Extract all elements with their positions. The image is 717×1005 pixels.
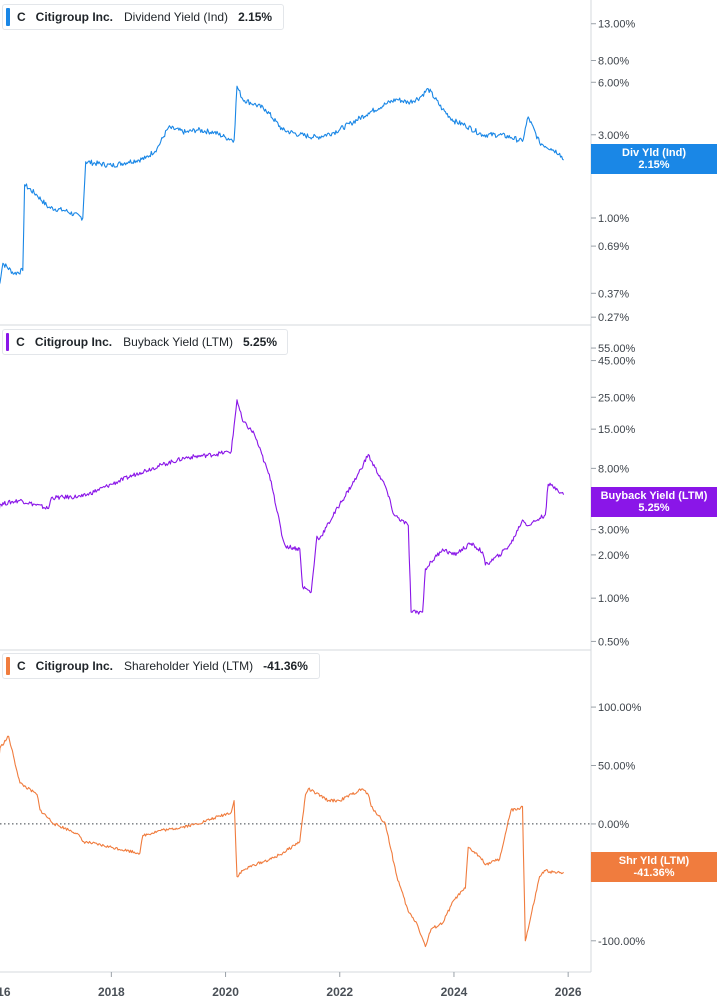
x-tick-label: 2020 bbox=[212, 985, 239, 999]
y-tick-label: 6.00% bbox=[598, 77, 629, 89]
y-tick-label: 1.00% bbox=[598, 213, 629, 225]
y-tick-label: -100.00% bbox=[598, 936, 645, 948]
x-tick-layer: 2016 2018 2020 2022 2024 2026 bbox=[0, 972, 582, 999]
y-tick-label: 15.00% bbox=[598, 424, 636, 436]
legend-ticker: C bbox=[17, 10, 26, 24]
legend-metric: Shareholder Yield (LTM) bbox=[124, 659, 254, 673]
badge-label: Div Yld (Ind) bbox=[622, 147, 686, 159]
shareholder-swatch bbox=[6, 657, 10, 675]
x-tick-label: 2016 bbox=[0, 985, 11, 999]
badge-label: Buyback Yield (LTM) bbox=[600, 490, 708, 502]
legend-dividend-yield[interactable]: C Citigroup Inc. Dividend Yield (Ind) 2.… bbox=[2, 4, 284, 30]
legend-metric: Dividend Yield (Ind) bbox=[124, 10, 229, 24]
y-tick-label: 0.69% bbox=[598, 241, 629, 253]
y-tick-label: 0.00% bbox=[598, 819, 629, 831]
series-line-buyback bbox=[0, 399, 565, 615]
y-tick-label: 3.00% bbox=[598, 130, 629, 142]
legend-company: Citigroup Inc. bbox=[35, 10, 113, 24]
y-tick-label: 55.00% bbox=[598, 343, 636, 355]
y-tick-label: 0.50% bbox=[598, 636, 629, 648]
legend-ticker: C bbox=[16, 335, 25, 349]
badge-label: Shr Yld (LTM) bbox=[618, 855, 690, 867]
series-line-dividend bbox=[0, 85, 564, 285]
y-tick-label: 25.00% bbox=[598, 392, 636, 404]
series-layer bbox=[0, 85, 565, 948]
y-tick-label: 2.00% bbox=[598, 550, 629, 562]
y-tick-label: 13.00% bbox=[598, 19, 636, 31]
legend-shareholder-yield[interactable]: C Citigroup Inc. Shareholder Yield (LTM)… bbox=[2, 653, 320, 679]
dividend-yield-badge: Div Yld (Ind) 2.15% bbox=[591, 144, 717, 174]
y-tick-label: 45.00% bbox=[598, 356, 636, 368]
y-tick-label: 8.00% bbox=[598, 463, 629, 475]
buyback-swatch bbox=[6, 333, 10, 351]
y-tick-label: 1.00% bbox=[598, 593, 629, 605]
buyback-yield-badge: Buyback Yield (LTM) 5.25% bbox=[591, 487, 717, 517]
legend-company: Citigroup Inc. bbox=[34, 335, 113, 349]
legend-metric: Buyback Yield (LTM) bbox=[123, 335, 233, 349]
legend-value: -41.36% bbox=[263, 659, 308, 673]
shareholder-yield-badge: Shr Yld (LTM) -41.36% bbox=[591, 852, 717, 882]
x-tick-label: 2022 bbox=[326, 985, 353, 999]
badge-value: 2.15% bbox=[638, 159, 670, 171]
legend-value: 5.25% bbox=[242, 335, 277, 349]
series-line-shareholder bbox=[0, 735, 564, 948]
y-tick-layer: 13.00% 8.00% 6.00% 3.00% 2.00% 1.00% 0.69% 0.37… bbox=[591, 19, 645, 948]
x-tick-label: 2024 bbox=[441, 985, 468, 999]
legend-buyback-yield[interactable]: C Citigroup Inc. Buyback Yield (LTM) 5.2… bbox=[2, 329, 288, 355]
y-tick-label: 0.37% bbox=[598, 288, 629, 300]
dividend-swatch bbox=[6, 8, 10, 26]
grid-layer bbox=[0, 0, 592, 973]
legend-company: Citigroup Inc. bbox=[35, 659, 113, 673]
badge-value: 5.25% bbox=[638, 502, 670, 514]
y-tick-label: 0.27% bbox=[598, 312, 629, 324]
x-tick-label: 2018 bbox=[98, 985, 125, 999]
y-tick-label: 8.00% bbox=[598, 56, 629, 68]
legend-value: 2.15% bbox=[238, 10, 273, 24]
y-tick-label: 100.00% bbox=[598, 702, 642, 714]
legend-ticker: C bbox=[17, 659, 26, 673]
y-tick-label: 3.00% bbox=[598, 525, 629, 537]
badge-value: -41.36% bbox=[633, 867, 675, 879]
y-tick-label: 50.00% bbox=[598, 761, 636, 773]
x-tick-label: 2026 bbox=[555, 985, 582, 999]
